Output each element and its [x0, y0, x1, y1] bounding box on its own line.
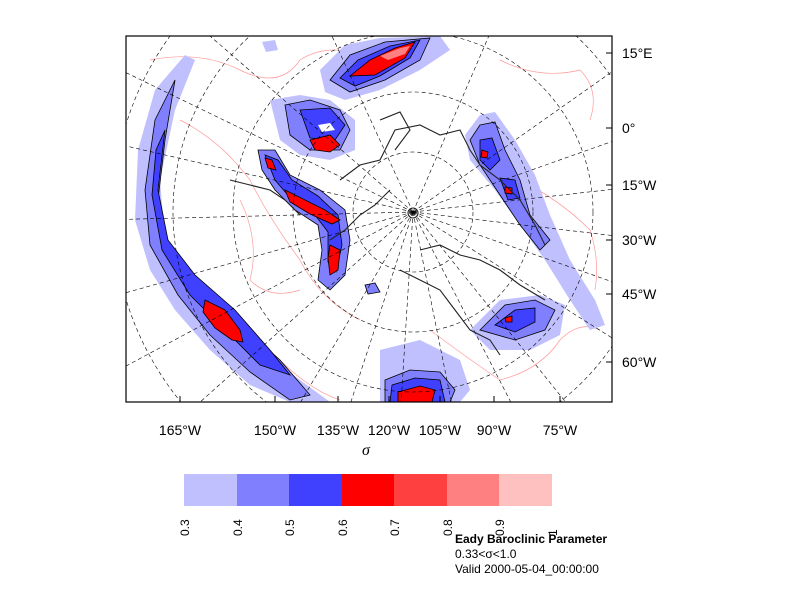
colorbar-tick: 0.3 [178, 519, 192, 536]
colorbar-tick: 0.4 [231, 519, 245, 536]
colorbar-segment-2 [236, 474, 290, 506]
lon-label-90w: 90°W [476, 422, 512, 438]
lon-label-0: 0° [622, 120, 636, 136]
x-axis-symbol: σ [362, 442, 370, 459]
plot-subtitle: 0.33<σ<1.0 [455, 547, 517, 561]
lon-label-150w: 150°W [253, 422, 297, 438]
terrain-contours [229, 111, 546, 356]
lon-label-75w: 75°W [542, 422, 578, 438]
lon-label-120w: 120°W [367, 422, 411, 438]
lon-label-165w: 165°W [158, 422, 202, 438]
lon-label-30w: 30°W [622, 232, 657, 248]
lon-label-45w: 45°W [622, 286, 657, 302]
colorbar-segment-5 [394, 474, 447, 506]
plot-title: Eady Baroclinic Parameter [455, 532, 608, 546]
lon-label-60w: 60°W [622, 354, 657, 370]
colorbar [184, 474, 553, 506]
valid-time: Valid 2000-05-04_00:00:00 [455, 562, 599, 576]
colorbar-segment-6 [446, 474, 500, 506]
colorbar-tick: 0.6 [336, 519, 350, 536]
colorbar-tick: 0.7 [388, 519, 402, 536]
graticule [126, 36, 612, 402]
lon-label-135w: 135°W [316, 422, 360, 438]
colorbar-segment-4 [341, 474, 395, 506]
colorbar-tick: 0.8 [441, 519, 455, 536]
eady-contours [135, 36, 605, 402]
colorbar-segment-1 [184, 474, 237, 506]
colorbar-tick: 0.5 [283, 519, 297, 536]
colorbar-segment-7 [499, 474, 553, 506]
colorbar-segment-3 [289, 474, 342, 506]
lon-label-15e: 15°E [622, 45, 653, 61]
lon-label-15w: 15°W [622, 177, 657, 193]
lon-label-105w: 105°W [418, 422, 462, 438]
